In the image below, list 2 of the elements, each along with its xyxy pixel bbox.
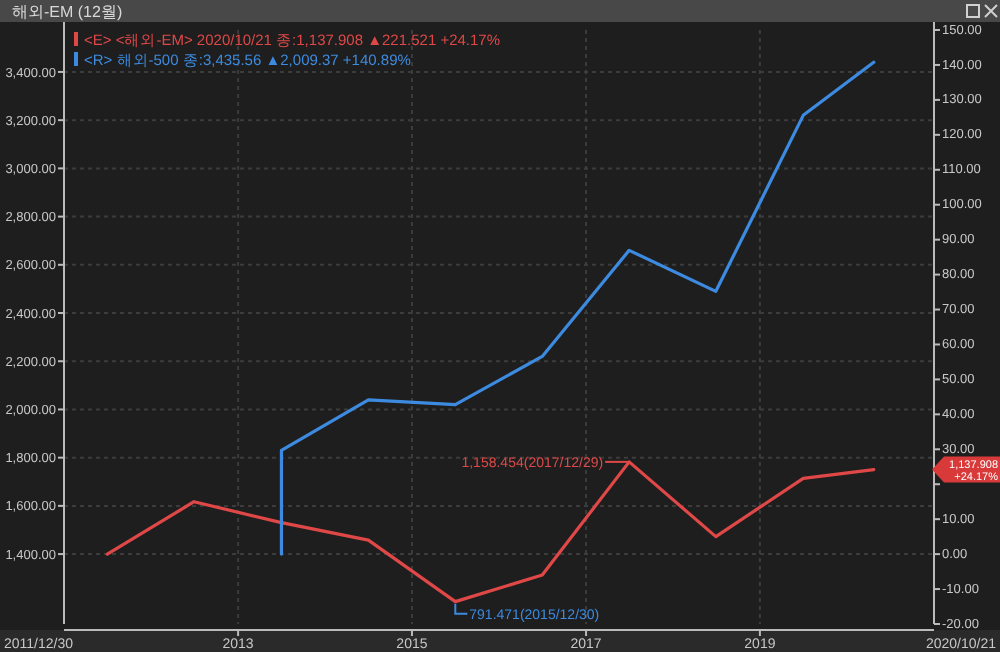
chart-title: 해외-EM (12월) (12, 3, 123, 21)
line-series (105, 460, 876, 604)
